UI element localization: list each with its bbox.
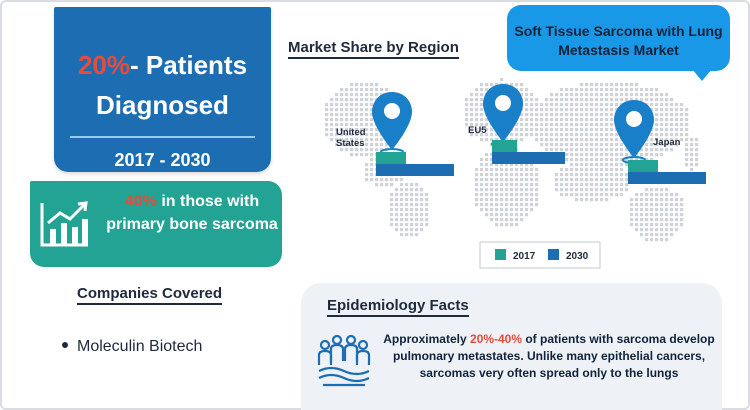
card-divider <box>70 136 255 138</box>
chart-legend: 2017 2030 <box>479 241 601 269</box>
bone-sarcoma-percent: 40% <box>124 193 157 210</box>
year-range: 2017 - 2030 <box>114 150 211 170</box>
bone-sarcoma-description: in those with primary bone sarcoma <box>106 193 278 233</box>
bar-japan-2017 <box>628 160 658 172</box>
company-list-item: Moleculin Biotech <box>62 338 202 356</box>
region-label-eu5: EU5 <box>468 125 487 136</box>
bar-eu5-2030 <box>492 152 565 164</box>
market-share-title: Market Share by Region <box>288 39 459 59</box>
legend-label-2017: 2017 <box>513 251 536 262</box>
epidemiology-title: Epidemiology Facts <box>327 297 469 317</box>
market-share-map-chart: United States EU5 Japan 2017 2030 <box>325 78 706 269</box>
epidemiology-text: Approximately 20%-40% of patients with s… <box>379 331 719 382</box>
bar-eu5-2017 <box>492 140 517 152</box>
legend-label-2030: 2030 <box>566 251 589 262</box>
bone-sarcoma-card: 40% in those with primary bone sarcoma <box>30 181 282 267</box>
patients-suffix: - Patients <box>130 50 248 80</box>
patients-diagnosed-card: 20%- Patients Diagnosed 2017 - 2030 <box>54 7 271 172</box>
pin-icon-eu5 <box>483 84 523 148</box>
growth-chart-icon <box>40 201 88 247</box>
bullet-icon <box>62 341 68 348</box>
patients-percent: 20% <box>77 50 130 80</box>
region-label-united-states: United States <box>336 127 366 149</box>
region-bars <box>376 140 706 184</box>
bone-sarcoma-text: 40% in those with primary bone sarcoma <box>102 190 282 236</box>
bar-japan-2030 <box>628 172 706 184</box>
company-name: Moleculin Biotech <box>77 338 203 355</box>
epidemiology-percent: 20%-40% <box>469 332 522 346</box>
people-group-icon <box>317 334 371 387</box>
legend-swatch-2030 <box>548 249 559 260</box>
market-title-bubble: Soft Tissue Sarcoma with Lung Metastasis… <box>507 5 730 81</box>
market-title: Soft Tissue Sarcoma with Lung Metastasis… <box>514 23 723 58</box>
bar-united-states-2030 <box>376 164 454 176</box>
companies-title: Companies Covered <box>77 285 223 305</box>
patients-headline: 20%- Patients <box>54 50 271 81</box>
region-label-japan: Japan <box>653 137 681 148</box>
epidemiology-panel: Epidemiology Facts Approximately 20%-40%… <box>301 283 722 410</box>
epidemiology-body: of patients with sarcoma develop pulmona… <box>392 332 715 380</box>
legend-swatch-2017 <box>495 249 506 260</box>
bar-united-states-2017 <box>376 152 406 164</box>
diagnosed-label: Diagnosed <box>96 90 229 120</box>
bubble-tail <box>692 69 712 81</box>
epidemiology-prefix: Approximately <box>383 332 470 346</box>
region-labels: United States EU5 Japan <box>336 125 681 149</box>
pin-icon-japan <box>614 100 654 164</box>
